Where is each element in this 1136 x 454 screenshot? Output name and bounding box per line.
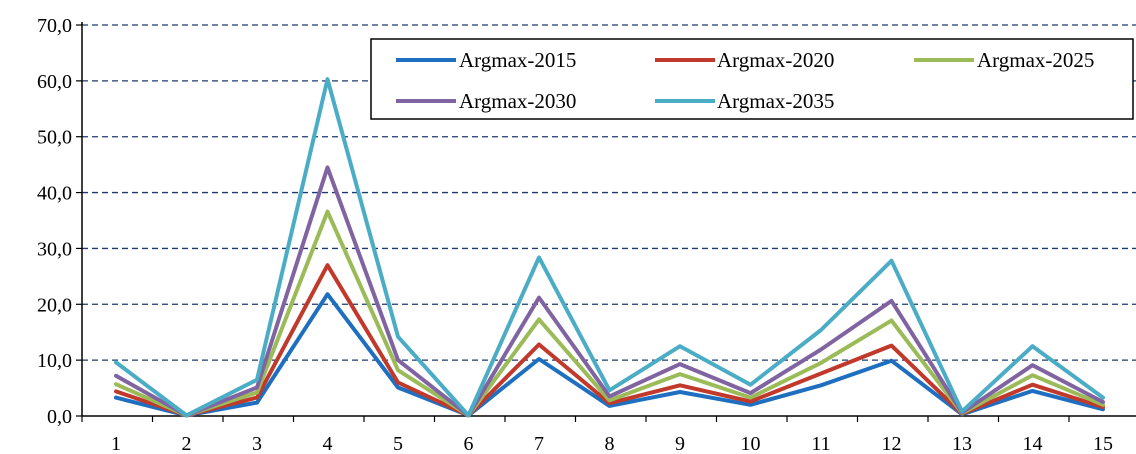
series-line [114, 263, 1105, 418]
x-tick-label: 3 [252, 433, 262, 454]
x-tick-label: 9 [675, 433, 685, 454]
y-tick-label: 20,0 [37, 294, 72, 316]
legend-label: Argmax-2025 [977, 48, 1094, 72]
x-tick-label: 15 [1093, 433, 1113, 454]
x-tick-label: 12 [882, 433, 902, 454]
y-tick-label: 50,0 [37, 127, 72, 149]
x-tick-label: 5 [393, 433, 403, 454]
series-line [114, 165, 1105, 418]
series-line [114, 77, 1105, 418]
legend-label: Argmax-2030 [459, 89, 576, 113]
x-tick-label: 1 [111, 433, 121, 454]
x-tick-label: 4 [323, 433, 333, 454]
series-line [114, 209, 1105, 418]
x-tick-label: 11 [811, 433, 830, 454]
y-tick-label: 70,0 [37, 15, 72, 37]
legend-label: Argmax-2035 [717, 89, 834, 113]
x-tick-label: 7 [534, 433, 544, 454]
y-tick-label: 40,0 [37, 183, 72, 205]
legend-box [370, 38, 1134, 120]
x-tick-label: 10 [741, 433, 761, 454]
legend-label: Argmax-2020 [717, 48, 834, 72]
x-tick-label: 8 [605, 433, 615, 454]
y-tick-label: 10,0 [37, 350, 72, 372]
x-tick-label: 6 [464, 433, 474, 454]
y-tick-label: 30,0 [37, 238, 72, 260]
x-tick-label: 14 [1023, 433, 1043, 454]
x-tick-label: 2 [182, 433, 192, 454]
legend-label: Argmax-2015 [459, 48, 576, 72]
y-tick-label: 0,0 [47, 406, 72, 428]
x-tick-label: 13 [952, 433, 972, 454]
series-line [114, 292, 1105, 418]
y-tick-label: 60,0 [37, 71, 72, 93]
